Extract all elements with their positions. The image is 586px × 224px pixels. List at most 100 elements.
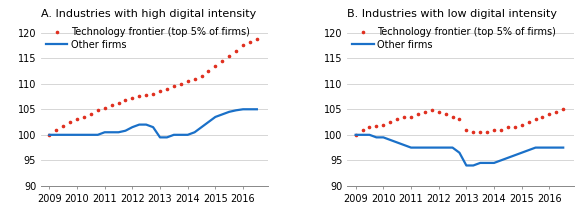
Technology frontier (top 5% of firms) xyxy=(394,118,401,121)
Technology frontier (top 5% of firms) xyxy=(115,102,122,104)
Other firms xyxy=(498,159,505,162)
Technology frontier (top 5% of firms) xyxy=(539,116,546,118)
Technology frontier (top 5% of firms) xyxy=(373,124,380,127)
Other firms xyxy=(60,134,67,136)
Other firms xyxy=(532,146,539,149)
Other firms xyxy=(518,151,525,154)
Other firms xyxy=(525,149,532,151)
Other firms xyxy=(87,134,94,136)
Other firms xyxy=(240,108,247,111)
Other firms xyxy=(463,164,470,167)
Technology frontier (top 5% of firms) xyxy=(94,109,101,112)
Technology frontier (top 5% of firms) xyxy=(87,113,94,116)
Other firms xyxy=(449,146,456,149)
Line: Other firms: Other firms xyxy=(49,109,257,137)
Line: Technology frontier (top 5% of firms): Technology frontier (top 5% of firms) xyxy=(47,37,259,137)
Other firms xyxy=(171,134,178,136)
Other firms xyxy=(226,110,233,113)
Other firms xyxy=(233,109,240,112)
Other firms xyxy=(414,146,421,149)
Technology frontier (top 5% of firms) xyxy=(233,49,240,52)
Other firms xyxy=(373,136,380,139)
Technology frontier (top 5% of firms) xyxy=(219,59,226,62)
Other firms xyxy=(101,131,108,134)
Technology frontier (top 5% of firms) xyxy=(359,128,366,131)
Technology frontier (top 5% of firms) xyxy=(476,131,483,134)
Technology frontier (top 5% of firms) xyxy=(108,104,115,107)
Other firms xyxy=(483,162,490,164)
Other firms xyxy=(247,108,254,111)
Technology frontier (top 5% of firms) xyxy=(149,93,156,95)
Other firms xyxy=(380,136,387,139)
Technology frontier (top 5% of firms) xyxy=(142,94,149,96)
Technology frontier (top 5% of firms) xyxy=(205,70,212,72)
Technology frontier (top 5% of firms) xyxy=(156,90,163,93)
Other firms xyxy=(73,134,80,136)
Technology frontier (top 5% of firms) xyxy=(560,108,567,111)
Other firms xyxy=(212,116,219,118)
Other firms xyxy=(149,126,156,129)
Technology frontier (top 5% of firms) xyxy=(247,41,254,43)
Other firms xyxy=(219,113,226,116)
Other firms xyxy=(94,134,101,136)
Technology frontier (top 5% of firms) xyxy=(511,126,518,129)
Other firms xyxy=(108,131,115,134)
Technology frontier (top 5% of firms) xyxy=(463,128,470,131)
Other firms xyxy=(546,146,553,149)
Technology frontier (top 5% of firms) xyxy=(184,80,191,82)
Technology frontier (top 5% of firms) xyxy=(46,134,53,136)
Legend: Technology frontier (top 5% of firms), Other firms: Technology frontier (top 5% of firms), O… xyxy=(44,25,252,52)
Technology frontier (top 5% of firms) xyxy=(532,118,539,121)
Technology frontier (top 5% of firms) xyxy=(546,113,553,116)
Other firms xyxy=(53,134,60,136)
Line: Technology frontier (top 5% of firms): Technology frontier (top 5% of firms) xyxy=(353,107,565,137)
Technology frontier (top 5% of firms) xyxy=(53,128,60,131)
Technology frontier (top 5% of firms) xyxy=(101,107,108,110)
Other firms xyxy=(476,162,483,164)
Technology frontier (top 5% of firms) xyxy=(518,123,525,126)
Text: A. Industries with high digital intensity: A. Industries with high digital intensit… xyxy=(41,9,256,19)
Technology frontier (top 5% of firms) xyxy=(73,118,80,121)
Technology frontier (top 5% of firms) xyxy=(387,121,394,123)
Technology frontier (top 5% of firms) xyxy=(483,131,490,134)
Other firms xyxy=(198,126,205,129)
Technology frontier (top 5% of firms) xyxy=(490,128,498,131)
Technology frontier (top 5% of firms) xyxy=(428,109,435,112)
Technology frontier (top 5% of firms) xyxy=(407,116,414,118)
Other firms xyxy=(129,126,136,129)
Other firms xyxy=(184,134,191,136)
Other firms xyxy=(205,121,212,123)
Technology frontier (top 5% of firms) xyxy=(456,118,463,121)
Technology frontier (top 5% of firms) xyxy=(67,121,74,123)
Other firms xyxy=(490,162,498,164)
Technology frontier (top 5% of firms) xyxy=(525,121,532,123)
Technology frontier (top 5% of firms) xyxy=(136,95,143,98)
Other firms xyxy=(352,134,359,136)
Other firms xyxy=(505,157,512,159)
Technology frontier (top 5% of firms) xyxy=(442,113,449,116)
Technology frontier (top 5% of firms) xyxy=(191,77,198,80)
Other firms xyxy=(67,134,74,136)
Other firms xyxy=(553,146,560,149)
Other firms xyxy=(387,139,394,141)
Other firms xyxy=(142,123,149,126)
Other firms xyxy=(122,129,129,132)
Technology frontier (top 5% of firms) xyxy=(352,134,359,136)
Other firms xyxy=(359,134,366,136)
Line: Other firms: Other firms xyxy=(356,135,563,166)
Other firms xyxy=(407,146,414,149)
Other firms xyxy=(539,146,546,149)
Other firms xyxy=(156,136,163,139)
Other firms xyxy=(435,146,442,149)
Technology frontier (top 5% of firms) xyxy=(198,75,205,78)
Other firms xyxy=(401,144,408,146)
Technology frontier (top 5% of firms) xyxy=(449,116,456,118)
Other firms xyxy=(191,131,198,134)
Other firms xyxy=(394,141,401,144)
Technology frontier (top 5% of firms) xyxy=(505,126,512,129)
Technology frontier (top 5% of firms) xyxy=(470,131,477,134)
Other firms xyxy=(428,146,435,149)
Technology frontier (top 5% of firms) xyxy=(177,82,184,85)
Technology frontier (top 5% of firms) xyxy=(80,116,87,118)
Technology frontier (top 5% of firms) xyxy=(414,113,421,116)
